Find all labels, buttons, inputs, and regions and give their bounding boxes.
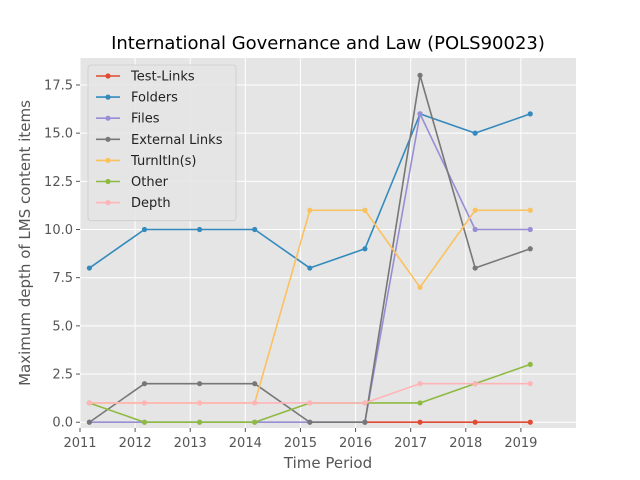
data-point-external-links [86,419,92,425]
y-axis-label: Maximum depth of LMS content items [16,100,34,386]
legend-label-depth: Depth [131,196,171,211]
series-layer [86,72,533,425]
x-tick-label: 2012 [119,436,152,451]
data-point-depth [196,400,203,406]
data-point-external-links [472,265,478,271]
data-point-turnitin-s [472,207,478,213]
x-tick-label: 2019 [504,436,537,451]
data-point-external-links [252,381,258,387]
legend-label-other: Other [131,175,169,190]
data-point-external-links [307,419,313,425]
data-point-folders [141,226,148,233]
data-point-folders [252,226,258,233]
data-point-external-links [141,381,148,387]
grid-lines [79,58,576,428]
data-point-folders [472,130,478,136]
data-point-depth [86,400,92,406]
data-point-depth [362,400,368,406]
data-point-other [141,419,148,425]
data-point-external-links [362,419,368,425]
y-tick-label: 17.5 [44,78,73,93]
legend: Test-Links Folders Files External Links Turn… [87,64,237,222]
data-point-external-links [196,381,203,387]
x-tick-label: 2016 [339,436,372,451]
data-point-test-links [417,419,423,425]
data-point-folders [86,265,92,271]
data-point-turnitin-s [527,207,533,213]
data-point-depth [417,381,423,387]
legend-marker-test-links [105,73,111,79]
y-tick-label: 2.5 [52,368,73,383]
data-point-files [472,226,478,233]
data-point-depth [527,381,533,387]
y-tick-label: 0.0 [52,416,73,431]
data-point-other [196,419,203,425]
legend-label-turnitin-s: TurnItIn(s) [130,154,196,169]
x-axis-ticks: 2011 2012 2013 2014 2015 2016 2017 2018 2019 [63,428,537,451]
data-point-turnitin-s [417,284,423,290]
y-tick-label: 10.0 [44,223,73,238]
legend-label-external-links: External Links [131,133,223,148]
data-point-turnitin-s [362,207,368,213]
data-point-external-links [417,72,423,78]
y-tick-label: 5.0 [52,319,73,334]
data-point-test-links [472,419,478,425]
data-point-test-links [527,419,533,425]
y-tick-label: 12.5 [44,175,73,190]
data-point-folders [362,246,368,252]
legend-marker-files [105,115,111,121]
x-tick-label: 2011 [63,436,96,451]
legend-box [87,64,237,222]
data-point-other [527,361,533,368]
data-point-depth [307,400,313,406]
legend-marker-external-links [105,136,111,142]
legend-marker-folders [105,94,111,100]
legend-marker-turnitin-s [105,157,111,163]
data-point-folders [196,226,203,233]
data-point-external-links [527,246,533,252]
y-tick-label: 7.5 [52,271,73,286]
data-point-depth [141,400,148,406]
y-tick-label: 15.0 [44,127,73,142]
data-point-folders [307,265,313,271]
data-point-files [417,111,423,117]
x-tick-label: 2014 [229,436,262,451]
x-tick-label: 2017 [394,436,427,451]
y-axis-ticks: 0.0 2.5 5.0 7.5 10.0 12.5 15.0 17.5 [44,78,80,431]
legend-label-files: Files [131,112,160,127]
x-tick-label: 2018 [449,436,482,451]
legend-label-folders: Folders [131,91,178,106]
data-point-folders [527,111,533,117]
legend-marker-depth [105,200,111,206]
legend-marker-other [105,178,111,185]
x-tick-label: 2015 [284,436,317,451]
data-point-files [527,226,533,233]
data-point-depth [252,400,258,406]
data-point-depth [472,381,478,387]
data-point-turnitin-s [307,207,313,213]
data-point-other [252,419,258,425]
x-tick-label: 2013 [174,436,207,451]
data-point-other [417,400,423,406]
x-axis-label: Time Period [283,454,372,472]
legend-label-test-links: Test-Links [130,70,195,85]
chart-title: International Governance and Law (POLS90… [111,33,545,54]
